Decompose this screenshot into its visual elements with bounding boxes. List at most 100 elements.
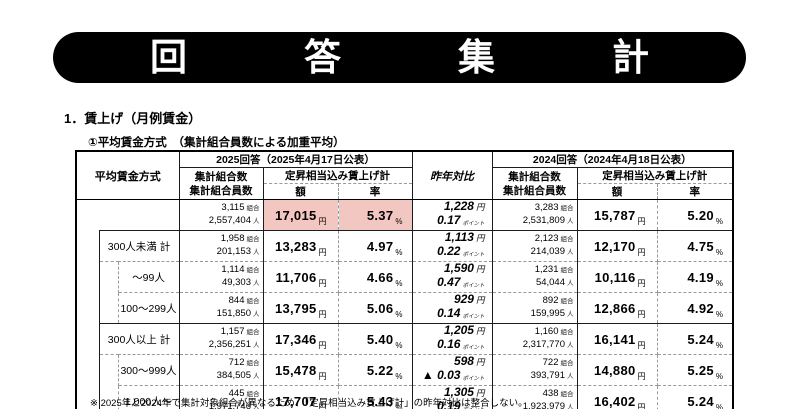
percent-unit: % — [715, 371, 724, 381]
union-unit: 組合 — [560, 328, 574, 336]
yen-unit: 円 — [637, 247, 646, 257]
members-count: 1,971,746 — [208, 401, 251, 409]
yen-unit: 円 — [475, 295, 485, 305]
indent-cell-2 — [99, 292, 119, 324]
row-label: 300人未満 計 — [99, 230, 180, 262]
amount-value: 17,346 — [274, 331, 317, 347]
point-unit: ポイント — [462, 345, 485, 351]
rate-value: 5.06 — [366, 300, 394, 316]
yen-unit: 円 — [637, 309, 646, 319]
header-row-1: 平均賃金方式 2025回答（2025年4月17日公表） 昨年対比 2024回答（… — [76, 151, 734, 200]
yoy-column-header: 昨年対比 — [412, 151, 493, 200]
percent-unit: % — [395, 216, 403, 226]
unions-header-label: 集計組合数 — [194, 170, 248, 183]
rate-value: 5.24 — [687, 331, 714, 347]
unions-members-2024-cell: 3,283 組合 2,531,809 人 — [492, 199, 578, 231]
point-unit: ポイント — [462, 283, 485, 289]
percent-unit: % — [715, 278, 724, 288]
amount-value: 13,795 — [274, 300, 317, 316]
person-unit: 人 — [567, 373, 574, 380]
percent-unit: % — [395, 402, 403, 409]
members-count: 151,850 — [216, 308, 251, 319]
union-unit: 組合 — [560, 390, 574, 398]
union-unit: 組合 — [246, 235, 260, 243]
rate-2025-cell: 5.06% — [338, 292, 413, 324]
amount-2025-cell: 15,478 円 — [263, 354, 339, 386]
rate-2024-cell: 5.24% — [657, 323, 734, 355]
wage-summary-table: 平均賃金方式 2025回答（2025年4月17日公表） 昨年対比 2024回答（… — [75, 150, 735, 409]
person-unit: 人 — [567, 249, 574, 256]
percent-unit: % — [395, 371, 403, 381]
yoy-cell: 929 円 0.14 ポイント — [412, 292, 493, 324]
unions-count: 712 — [228, 356, 245, 368]
unions-members-2025-cell: 445 組合 1,971,746 人 — [179, 385, 264, 409]
person-unit: 人 — [253, 311, 260, 318]
members-count: 201,153 — [216, 246, 251, 257]
amount-value: 17,707 — [274, 393, 317, 409]
yoy-amount: 1,113 — [444, 230, 474, 244]
unions-count: 1,114 — [221, 263, 245, 275]
amount-value: 10,116 — [594, 269, 636, 285]
union-unit: 組合 — [560, 266, 574, 274]
amount-value: 12,866 — [593, 300, 636, 316]
union-unit: 組合 — [560, 297, 574, 305]
members-count: 384,505 — [216, 370, 251, 381]
union-unit: 組合 — [246, 266, 260, 274]
unions-count: 3,283 — [534, 201, 559, 213]
amount-2024-cell: 10,116 円 — [577, 261, 658, 293]
indent-cell — [76, 323, 100, 355]
members-count: 1,923,979 — [522, 401, 565, 409]
rate-2024-cell: 5.20% — [657, 199, 734, 231]
rate-value: 4.97 — [366, 238, 394, 254]
rate-2024-cell: 4.75% — [657, 230, 734, 262]
members-count: 2,531,809 — [522, 215, 565, 226]
person-unit: 人 — [253, 373, 260, 380]
yoy-point: 0.19 — [437, 399, 461, 409]
members-count: 2,317,770 — [522, 339, 565, 350]
members-count: 49,303 — [221, 277, 251, 288]
rate-value: 5.43 — [366, 393, 394, 409]
person-unit: 人 — [253, 280, 260, 287]
point-unit: ポイント — [462, 404, 484, 409]
point-unit: ポイント — [462, 221, 485, 227]
yoy-cell: 1,205 円 0.16 ポイント — [412, 323, 493, 355]
yoy-cell: 1,590 円 0.47 ポイント — [412, 261, 493, 293]
unions-count: 1,231 — [534, 263, 559, 275]
amount-2025-cell: 17,346 円 — [263, 323, 339, 355]
yen-unit: 円 — [475, 357, 485, 367]
rate-2025-cell: 4.97% — [338, 230, 413, 262]
members-count: 2,557,404 — [208, 215, 251, 226]
amount-2024-cell: 14,880 円 — [577, 354, 658, 386]
amount-value: 11,706 — [275, 269, 317, 285]
row-label: 100～299人 — [118, 292, 180, 324]
rate-2024-cell: 4.19% — [657, 261, 734, 293]
rate-2025-cell: 5.40% — [338, 323, 413, 355]
unions-count: 722 — [542, 356, 559, 368]
unions-members-2025-cell: 712 組合 384,505 人 — [179, 354, 264, 386]
row-label — [99, 199, 180, 231]
header-row-3: 額 率 額 率 — [76, 183, 734, 200]
rate-2024-cell: 5.25% — [657, 354, 734, 386]
union-unit: 組合 — [560, 204, 574, 212]
yen-unit: 円 — [475, 388, 485, 398]
percent-unit: % — [715, 216, 724, 226]
person-unit: 人 — [567, 342, 574, 349]
person-unit: 人 — [253, 249, 260, 256]
yen-unit: 円 — [318, 278, 327, 288]
person-unit: 人 — [253, 342, 260, 349]
unions-members-2024-cell: 892 組合 159,995 人 — [492, 292, 578, 324]
members-header-label: 集計組合員数 — [503, 184, 566, 197]
yoy-amount: 1,305 — [443, 385, 474, 399]
title-banner: 回 答 集 計 — [53, 32, 746, 83]
yoy-point: 0.22 — [437, 244, 461, 258]
yen-unit: 円 — [637, 216, 646, 226]
year-2024-title: 2024回答（2024年4月18日公表） — [492, 151, 734, 168]
unions-members-header-2024: 集計組合数 集計組合員数 — [492, 167, 578, 200]
unions-header-label: 集計組合数 — [508, 170, 561, 183]
person-unit: 人 — [567, 404, 574, 409]
yen-unit: 円 — [637, 340, 646, 350]
yen-unit: 円 — [475, 233, 485, 243]
person-unit: 人 — [253, 404, 260, 409]
